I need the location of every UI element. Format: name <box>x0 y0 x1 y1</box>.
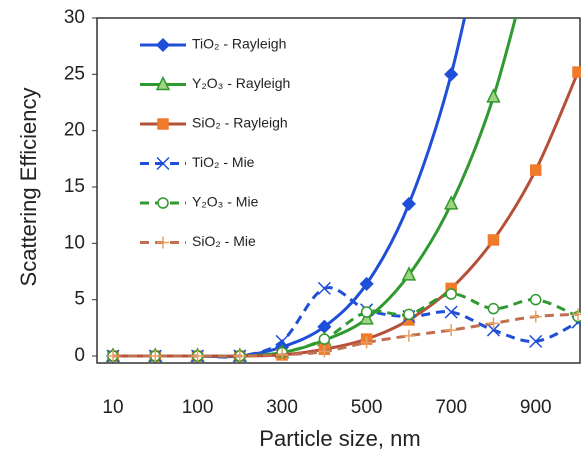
marker <box>401 196 416 211</box>
y-tick-label: 5 <box>74 289 85 310</box>
marker <box>443 195 459 210</box>
marker <box>156 156 170 171</box>
marker <box>275 334 289 348</box>
marker <box>529 293 542 306</box>
legend-label: Y₂O₃ - Rayleigh <box>192 75 290 91</box>
y-tick-label: 30 <box>64 7 85 28</box>
marker <box>444 305 458 319</box>
marker <box>445 324 458 337</box>
legend-label: TiO₂ - Mie <box>192 154 255 170</box>
x-tick-label: 300 <box>266 397 298 418</box>
marker <box>529 310 542 323</box>
marker <box>318 333 331 345</box>
marker <box>107 350 119 362</box>
y-tick-label: 15 <box>64 176 85 197</box>
plot-frame <box>96 17 581 364</box>
marker <box>360 306 373 318</box>
marker <box>444 67 459 82</box>
series-line <box>113 18 518 358</box>
y-axis-title: Scattering Efficiency <box>16 88 41 287</box>
x-tick-label: 500 <box>351 397 383 418</box>
marker <box>157 236 169 249</box>
marker <box>403 308 415 321</box>
marker <box>401 266 417 281</box>
y-tick-label: 25 <box>64 63 85 84</box>
y-tick-label: 0 <box>74 345 85 366</box>
y-tick-label: 20 <box>64 120 85 141</box>
marker <box>149 350 162 362</box>
marker <box>157 118 169 130</box>
marker <box>318 345 331 358</box>
legend-label: TiO₂ - Rayleigh <box>192 36 286 52</box>
marker <box>487 302 500 315</box>
marker <box>445 288 457 300</box>
x-tick-label: 900 <box>520 397 552 418</box>
marker <box>402 329 415 342</box>
legend-label: Y₂O₃ - Mie <box>192 194 259 210</box>
plot-area <box>105 18 581 363</box>
marker <box>487 317 500 330</box>
marker <box>317 281 331 295</box>
x-tick-label: 10 <box>102 397 123 418</box>
marker <box>572 66 581 78</box>
marker <box>233 350 246 362</box>
legend-label: SiO₂ - Mie <box>192 233 256 249</box>
marker <box>276 348 289 361</box>
series-line <box>113 18 467 359</box>
marker <box>572 308 581 321</box>
marker <box>486 88 501 103</box>
x-tick-label: 700 <box>435 397 467 418</box>
marker <box>359 276 374 291</box>
x-tick-label: 100 <box>182 397 214 418</box>
marker <box>529 334 543 348</box>
marker <box>359 310 374 325</box>
marker <box>486 323 500 337</box>
marker <box>155 75 171 91</box>
marker <box>360 336 373 349</box>
legend-label: SiO₂ - Rayleigh <box>192 115 288 131</box>
series-line <box>113 71 580 358</box>
marker <box>529 164 542 176</box>
marker <box>191 350 204 362</box>
y-tick-label: 10 <box>64 232 85 253</box>
marker <box>487 234 500 246</box>
x-axis-title: Particle size, nm <box>259 426 420 451</box>
marker <box>155 37 171 53</box>
marker <box>157 197 169 209</box>
